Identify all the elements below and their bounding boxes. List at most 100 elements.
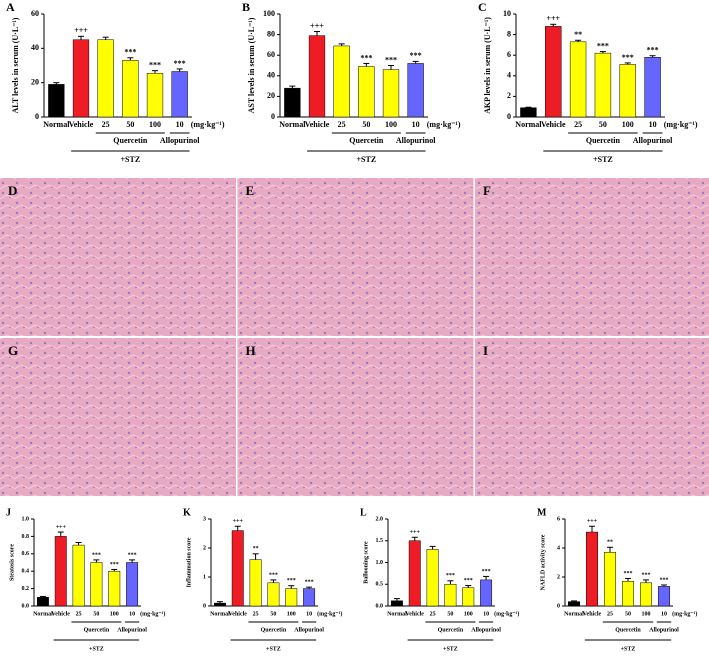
x-tick-label: Normal <box>43 120 70 129</box>
x-tick-label: 100 <box>110 611 119 617</box>
significance-label: +++ <box>310 21 324 30</box>
significance-label: *** <box>174 59 186 68</box>
x-tick-label: 100 <box>385 120 397 129</box>
group-label: Allopurinol <box>471 627 501 633</box>
significance-label: *** <box>92 552 101 558</box>
bar <box>545 26 562 118</box>
x-tick-label: Normal <box>210 611 230 617</box>
y-axis-label: Inflammation score <box>186 537 192 587</box>
bar <box>72 39 90 118</box>
y-tick-label: 60 <box>31 9 39 18</box>
y-axis-label: AKP levels in serum (U·L⁻¹) <box>483 17 492 114</box>
y-tick-label: 3 <box>203 516 206 522</box>
significance-label: *** <box>482 569 491 575</box>
significance-label: +++ <box>74 26 88 35</box>
significance-label: *** <box>305 580 314 586</box>
bar <box>426 549 439 607</box>
significance-label: *** <box>385 55 397 64</box>
panel-letter: B <box>242 0 250 14</box>
y-tick-label: 20 <box>267 91 275 100</box>
y-tick-label: 1.0 <box>22 516 30 522</box>
bar <box>72 544 85 607</box>
x-tick-label: 25 <box>430 611 436 617</box>
x-tick-label: 25 <box>102 120 110 129</box>
x-tick-label: 25 <box>338 120 346 129</box>
significance-label: *** <box>124 48 136 57</box>
x-tick-label: Normal <box>33 611 53 617</box>
x-tick-label: Vehicle <box>69 120 94 129</box>
x-tick-label: 100 <box>622 120 634 129</box>
x-tick-label: 100 <box>464 611 473 617</box>
bar <box>594 52 612 118</box>
y-tick-label: 0.4 <box>22 569 30 575</box>
bar <box>621 581 635 607</box>
x-tick-label: 25 <box>607 611 613 617</box>
bar <box>407 63 424 118</box>
bar <box>48 84 65 118</box>
significance-label: *** <box>624 571 633 577</box>
histology-image <box>237 338 474 496</box>
treatment-label: +STZ <box>593 155 613 164</box>
bar <box>249 559 262 607</box>
significance-label: +++ <box>410 530 421 536</box>
bar <box>382 69 400 118</box>
panel-letter: G <box>8 343 18 358</box>
x-tick-label: 100 <box>642 611 651 617</box>
x-tick-label: Vehicle <box>406 611 425 617</box>
significance-label: ** <box>607 540 613 546</box>
bar <box>408 540 421 607</box>
panel-letter: A <box>6 0 15 14</box>
bar <box>267 582 280 607</box>
x-tick-label: Normal <box>387 611 407 617</box>
bar <box>308 35 326 118</box>
histology-image <box>475 338 709 496</box>
histology-image <box>237 178 474 336</box>
y-tick-label: 1.0 <box>376 560 384 566</box>
x-tick-label: 10 <box>649 120 657 129</box>
y-tick-label: 4 <box>507 71 511 80</box>
bar <box>657 586 671 607</box>
y-tick-label: 60 <box>267 50 275 59</box>
y-tick-label: 0 <box>507 112 511 121</box>
histology-image <box>0 178 236 336</box>
x-tick-label: Normal <box>515 120 542 129</box>
bar <box>213 602 226 607</box>
significance-label: *** <box>149 60 161 69</box>
x-tick-label: 50 <box>270 611 276 617</box>
x-tick-label: 50 <box>447 611 453 617</box>
significance-label: ** <box>574 30 582 39</box>
significance-label: *** <box>128 552 137 558</box>
panel-letter: M <box>537 507 547 518</box>
significance-label: +++ <box>546 14 560 23</box>
y-tick-label: 0 <box>203 603 206 609</box>
bar <box>480 579 493 607</box>
significance-label: +++ <box>587 519 598 525</box>
y-tick-label: 2 <box>203 545 206 551</box>
y-tick-label: 80 <box>267 29 275 38</box>
bar <box>54 536 67 607</box>
x-tick-label: Normal <box>279 120 306 129</box>
treatment-label: +STZ <box>120 155 140 164</box>
group-label: Allopurinol <box>160 136 200 145</box>
treatment-label: +STZ <box>621 646 636 652</box>
bar <box>126 562 139 607</box>
significance-label: *** <box>597 41 609 50</box>
bar <box>303 588 316 607</box>
bar <box>36 597 49 607</box>
y-axis-label: Steatosis score <box>9 544 15 581</box>
y-tick-label: 0.0 <box>376 603 384 609</box>
y-tick-label: 0 <box>35 112 39 121</box>
bar <box>146 72 164 118</box>
x-tick-label: 10 <box>176 120 184 129</box>
bar <box>231 530 244 607</box>
dose-unit: (mg·kg⁻¹) <box>494 610 519 617</box>
panel-letter: D <box>8 183 17 198</box>
y-tick-label: 0.2 <box>22 586 30 592</box>
dose-unit: (mg·kg⁻¹) <box>191 120 225 129</box>
x-tick-label: 50 <box>93 611 99 617</box>
significance-label: +++ <box>56 524 67 530</box>
bar <box>520 107 537 118</box>
group-label: Allopurinol <box>633 136 673 145</box>
group-label: Quercetin <box>438 627 464 633</box>
